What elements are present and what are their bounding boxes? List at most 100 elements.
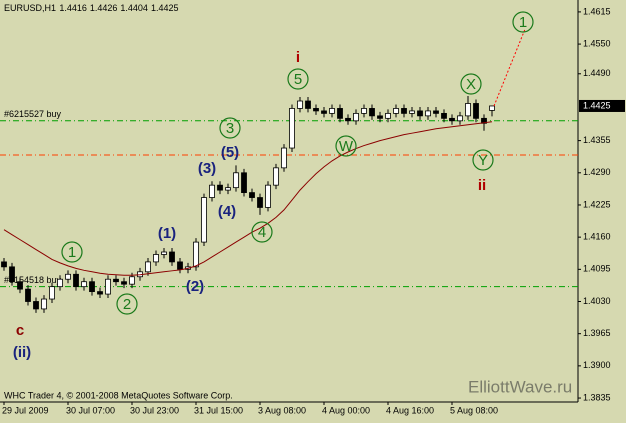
wave-label: (1) <box>158 225 176 242</box>
wave-label: (2) <box>186 278 204 295</box>
y-tick-label: 1.4615 <box>583 6 611 16</box>
y-tick-label: 1.4160 <box>583 232 611 242</box>
candle-body <box>225 187 231 191</box>
y-tick-label: 1.3900 <box>583 360 611 370</box>
candle-body <box>305 100 311 109</box>
candle-body <box>233 172 239 189</box>
header-open: 1.4416 <box>59 3 87 13</box>
candle-body <box>273 167 279 186</box>
wave-label: 3 <box>226 120 234 137</box>
x-tick-label: 30 Jul 07:00 <box>66 405 115 415</box>
order-label: #6215527 buy <box>4 109 62 119</box>
candle-body <box>321 110 327 114</box>
x-tick-label: 31 Jul 15:00 <box>194 405 243 415</box>
candle-body <box>265 184 271 208</box>
candle-body <box>361 108 367 114</box>
candle-body <box>473 103 479 119</box>
candle-body <box>345 117 351 122</box>
candle-body <box>193 241 199 268</box>
wave-label: W <box>339 138 354 155</box>
candle-body <box>129 276 135 285</box>
candle-body <box>9 266 15 283</box>
y-tick-label: 1.4225 <box>583 199 611 209</box>
wave-circle <box>287 68 309 90</box>
x-tick-label: 4 Aug 00:00 <box>322 405 370 415</box>
candle-body <box>161 251 167 255</box>
candle-body <box>217 184 223 191</box>
wave-label: 1 <box>68 244 76 261</box>
y-tick-label: 1.3835 <box>583 392 611 402</box>
x-tick-label: 5 Aug 08:00 <box>450 405 498 415</box>
candle-body <box>209 184 215 198</box>
chart-header: EURUSD,H1 1.4416 1.4426 1.4404 1.4425 <box>4 3 178 13</box>
candle-body <box>201 197 207 243</box>
candle-body <box>465 103 471 117</box>
candle-body <box>257 197 263 208</box>
candle-body <box>433 110 439 114</box>
candle-body <box>17 281 23 290</box>
wave-label: (ii) <box>13 344 31 361</box>
candle-body <box>489 105 495 111</box>
y-tick-label: 1.4550 <box>583 38 611 48</box>
wave-label: Y <box>478 152 488 169</box>
x-tick-label: 29 Jul 2009 <box>2 405 49 415</box>
candle-body <box>297 100 303 109</box>
y-tick-label: 1.4030 <box>583 296 611 306</box>
candle-body <box>249 192 255 198</box>
candle-body <box>289 108 295 149</box>
moving-average <box>3 121 493 276</box>
candle-body <box>57 278 63 288</box>
candle-body <box>41 298 47 310</box>
watermark: ElliottWave.ru <box>468 377 572 396</box>
wave-label: (3) <box>198 160 216 177</box>
candle-body <box>177 261 183 270</box>
candle-body <box>153 254 159 263</box>
candle-body <box>449 117 455 122</box>
y-tick-label: 1.4355 <box>583 135 611 145</box>
candle-body <box>337 108 343 119</box>
candle-body <box>393 108 399 114</box>
candle-body <box>417 110 423 117</box>
header-close: 1.4425 <box>151 3 179 13</box>
wave-label: i <box>296 49 300 66</box>
wave-label: X <box>466 76 476 93</box>
x-tick-label: 30 Jul 23:00 <box>130 405 179 415</box>
candle-body <box>425 110 431 117</box>
price-box-label: 1.4425 <box>583 100 611 110</box>
wave-label: 2 <box>123 296 131 313</box>
wave-label: c <box>16 322 24 339</box>
candle-body <box>281 147 287 169</box>
candle-body <box>73 273 79 288</box>
chart-title: EURUSD,H1 <box>4 3 56 13</box>
candle-body <box>65 273 71 280</box>
candle-body <box>1 261 7 268</box>
credits: WHC Trader 4, © 2001-2008 MetaQuotes Sof… <box>4 390 233 400</box>
projection-line <box>493 29 526 107</box>
wave-label: (4) <box>218 203 236 220</box>
candle-body <box>457 115 463 122</box>
wave-circle <box>251 221 273 243</box>
candle-body <box>377 115 383 119</box>
wave-circle <box>460 73 482 95</box>
candle-body <box>89 281 95 293</box>
candle-body <box>241 172 247 193</box>
wave-label: 1 <box>519 14 527 31</box>
wave-label: (5) <box>221 144 239 161</box>
candle-body <box>33 301 39 310</box>
header-high: 1.4426 <box>90 3 118 13</box>
candle-body <box>25 288 31 302</box>
x-tick-label: 4 Aug 16:00 <box>386 405 434 415</box>
y-tick-label: 1.4490 <box>583 68 611 78</box>
candle-body <box>169 251 175 263</box>
y-tick-label: 1.3965 <box>583 328 611 338</box>
candle-body <box>113 278 119 283</box>
candle-body <box>145 261 151 273</box>
candle-body <box>81 281 87 288</box>
candle-body <box>49 286 55 300</box>
price-box <box>579 99 625 112</box>
wave-label: 4 <box>258 224 266 241</box>
order-label: #6154518 buy <box>4 275 62 285</box>
candle-body <box>385 112 391 119</box>
y-tick-label: 1.4290 <box>583 167 611 177</box>
